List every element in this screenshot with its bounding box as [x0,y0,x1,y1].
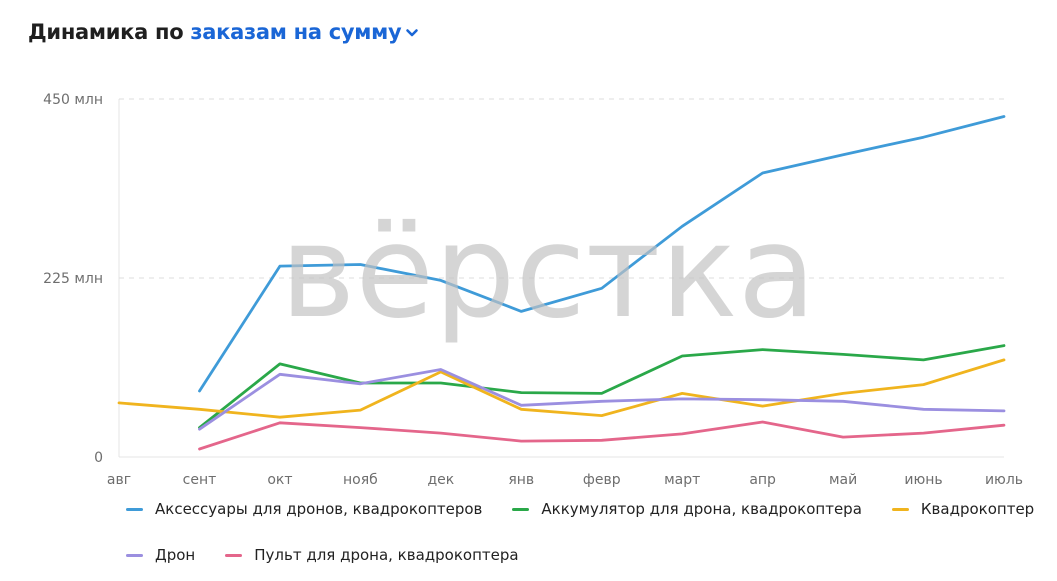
metric-dropdown[interactable]: заказам на сумму [190,20,419,44]
series-line[interactable] [198,344,1006,429]
x-tick-label: окт [267,472,292,488]
y-axis: 0 225 млн 450 млн [43,92,103,466]
legend-swatch [126,553,143,557]
x-tick-label: нояб [343,472,378,488]
x-tick-label: май [829,472,857,488]
x-tick-label: янв [508,472,534,488]
series-lines [117,115,1006,451]
series-line[interactable] [198,115,1006,393]
legend-label: Аксессуары для дронов, квадрокоптеров [155,500,483,518]
x-tick-label: февр [583,472,621,488]
x-tick-label: март [664,472,700,488]
y-tick-label: 225 млн [43,271,103,287]
series-line[interactable] [198,420,1006,451]
legend-item[interactable]: Аксессуары для дронов, квадрокоптеров [126,500,482,518]
chart-header: Динамика по заказам на сумму [28,20,419,44]
metric-dropdown-label: заказам на сумму [190,20,402,44]
x-tick-label: июнь [904,472,942,488]
series-line[interactable] [117,358,1006,419]
x-tick-label: авг [107,472,131,488]
legend-label: Дрон [155,546,196,564]
x-tick-label: июль [985,472,1023,488]
legend-item[interactable]: Пульт для дрона, квадрокоптера [225,546,519,564]
watermark: вёрстка [280,198,816,347]
x-tick-label: сент [183,472,217,488]
legend-swatch [225,553,243,557]
legend-swatch [512,507,530,511]
legend-item[interactable]: Аккумулятор для дрона, квадрокоптера [512,500,862,518]
legend-label: Пульт для дрона, квадрокоптера [254,546,519,564]
legend-label: Аккумулятор для дрона, квадрокоптера [541,500,862,518]
grid-lines [118,98,1004,458]
chevron-down-icon [406,29,419,37]
header-prefix: Динамика по [28,20,184,44]
legend-item[interactable]: Дрон [126,546,195,564]
x-axis: авг сент окт нояб дек янв февр март апр май июнь ию… [107,472,1023,488]
legend-swatch [126,507,143,511]
legend-row: Аксессуары для дронов, квадрокоптеров Акк… [126,500,1057,518]
x-tick-label: дек [427,472,454,488]
legend-row: Дрон Пульт для дрона, квадрокоптера [126,546,549,564]
y-tick-label: 450 млн [43,92,103,108]
y-tick-label: 0 [94,450,103,466]
series-line[interactable] [198,368,1006,431]
legend-label: Квадрокоптер [920,500,1035,518]
x-tick-label: апр [749,472,776,488]
line-chart: 0 225 млн 450 млн авг сент окт нояб дек янв февр… [43,92,1023,488]
legend-item[interactable]: Квадрокоптер [891,500,1035,518]
legend-swatch [891,507,909,511]
